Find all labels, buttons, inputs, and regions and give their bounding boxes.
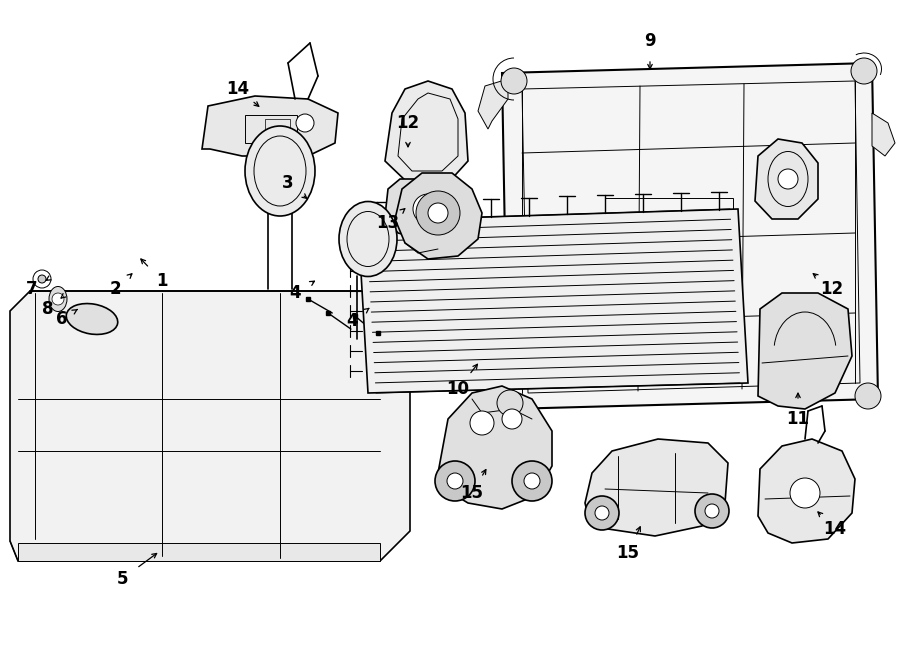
- Circle shape: [595, 506, 609, 520]
- Polygon shape: [872, 113, 895, 156]
- Circle shape: [501, 68, 527, 94]
- Text: 9: 9: [644, 32, 656, 50]
- Text: 4: 4: [346, 312, 358, 330]
- Circle shape: [435, 461, 475, 501]
- Polygon shape: [395, 173, 482, 259]
- Text: 7: 7: [26, 280, 38, 298]
- Text: 11: 11: [787, 410, 809, 428]
- Text: 15: 15: [461, 484, 483, 502]
- Circle shape: [705, 504, 719, 518]
- Text: 4: 4: [289, 284, 301, 302]
- Text: 12: 12: [821, 280, 843, 298]
- Circle shape: [695, 494, 729, 528]
- Text: 14: 14: [824, 520, 847, 538]
- Ellipse shape: [67, 303, 118, 334]
- Circle shape: [855, 383, 881, 409]
- Circle shape: [502, 409, 522, 429]
- Polygon shape: [585, 439, 728, 536]
- Circle shape: [497, 390, 523, 416]
- Text: 6: 6: [56, 310, 68, 328]
- Polygon shape: [385, 81, 468, 183]
- Polygon shape: [10, 291, 410, 561]
- Circle shape: [33, 270, 51, 288]
- Polygon shape: [478, 79, 508, 129]
- Bar: [265, 119, 290, 141]
- Circle shape: [52, 293, 64, 305]
- Text: 10: 10: [446, 380, 470, 398]
- Bar: [605, 198, 733, 293]
- Polygon shape: [385, 179, 468, 239]
- Polygon shape: [202, 96, 338, 156]
- Polygon shape: [758, 439, 855, 543]
- Text: 5: 5: [116, 570, 128, 588]
- Circle shape: [790, 478, 820, 508]
- Text: 1: 1: [157, 272, 167, 290]
- Text: 12: 12: [396, 114, 419, 132]
- Polygon shape: [758, 293, 852, 409]
- Ellipse shape: [339, 202, 397, 276]
- Text: 14: 14: [227, 80, 249, 98]
- Polygon shape: [358, 209, 748, 393]
- Text: 2: 2: [109, 280, 121, 298]
- Ellipse shape: [49, 286, 67, 311]
- Circle shape: [416, 191, 460, 235]
- Text: 15: 15: [616, 544, 640, 562]
- Text: 8: 8: [42, 300, 54, 318]
- Bar: [245, 115, 297, 143]
- Polygon shape: [18, 543, 380, 561]
- Circle shape: [851, 58, 877, 84]
- Polygon shape: [502, 63, 878, 409]
- Circle shape: [447, 473, 463, 489]
- Text: 3: 3: [283, 174, 293, 192]
- Circle shape: [512, 461, 552, 501]
- Circle shape: [413, 194, 443, 224]
- Circle shape: [428, 203, 448, 223]
- Ellipse shape: [245, 126, 315, 216]
- Circle shape: [38, 275, 46, 283]
- Polygon shape: [755, 139, 818, 219]
- Polygon shape: [438, 386, 552, 509]
- Circle shape: [470, 411, 494, 435]
- Circle shape: [296, 114, 314, 132]
- Circle shape: [778, 169, 798, 189]
- Circle shape: [524, 473, 540, 489]
- Text: 13: 13: [376, 214, 400, 232]
- Circle shape: [585, 496, 619, 530]
